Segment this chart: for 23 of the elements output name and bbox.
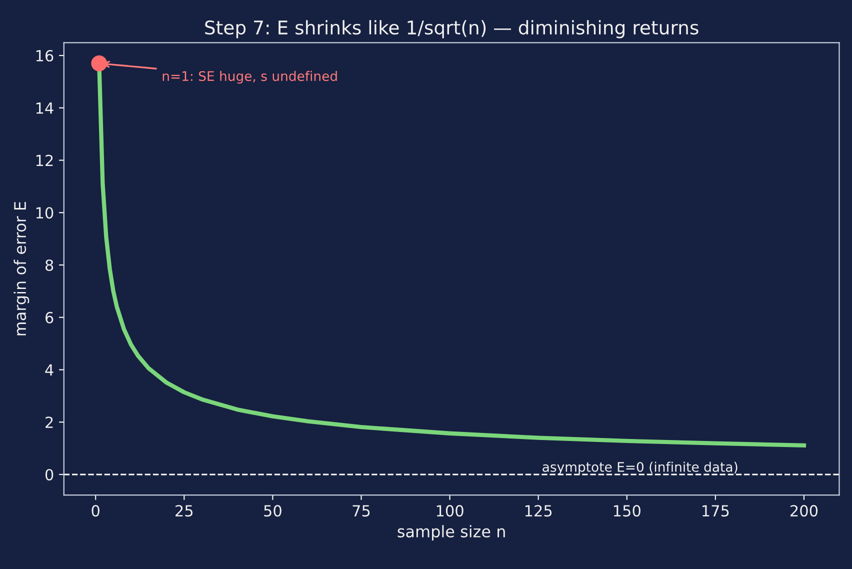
x-tick-label: 25: [176, 505, 193, 517]
y-tick-label: 2: [46, 416, 53, 428]
y-axis-title: margin of error E: [14, 202, 30, 336]
x-tick-label: 100: [436, 505, 464, 517]
x-tick-label: 175: [702, 505, 729, 517]
y-tick-label: 8: [45, 259, 54, 272]
y-tick-label: 10: [36, 207, 54, 219]
x-tick-label: 75: [352, 505, 370, 517]
x-tick-label: 200: [790, 505, 818, 517]
y-tick-label: 0: [45, 468, 54, 480]
y-tick-label: 16: [36, 50, 54, 62]
x-tick-label: 150: [614, 505, 640, 517]
x-tick-label: 50: [264, 505, 282, 517]
y-tick-label: 14: [36, 102, 54, 114]
x-tick-label: 0: [92, 505, 100, 517]
y-tick-label: 12: [36, 154, 53, 166]
y-tick-label: 6: [46, 312, 54, 324]
annotation: n=1: SE huge, s undefined: [162, 70, 337, 84]
ref-line-label: asymptote E=0 (infinite data): [542, 462, 738, 474]
chart-title: Step 7: E shrinks like 1/sqrt(n) — diminishing returns: [205, 20, 698, 38]
x-axis-title: sample size n: [398, 525, 505, 541]
x-tick-label: 125: [525, 505, 552, 517]
y-tick-label: 4: [45, 364, 54, 376]
